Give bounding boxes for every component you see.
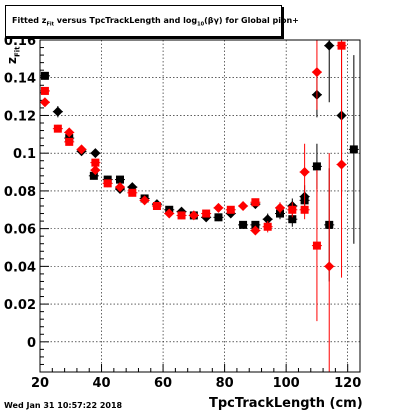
y-tick-label: 0.16	[4, 34, 36, 49]
data-point	[262, 214, 273, 225]
data-point	[52, 106, 63, 117]
data-point	[90, 165, 101, 176]
y-axis-label: zFit	[5, 30, 22, 64]
data-point	[311, 67, 322, 78]
y-tick-label: 0.06	[4, 223, 36, 238]
data-point	[116, 175, 124, 184]
data-point	[299, 167, 310, 178]
data-point	[324, 40, 335, 51]
title-mid: versus TpcTrackLength and log	[53, 16, 198, 25]
plot-frame	[39, 39, 361, 373]
data-point	[177, 211, 186, 220]
y-tick-label: 0.1	[13, 147, 36, 162]
data-point	[213, 202, 224, 213]
y-tick-label: 0.02	[4, 298, 36, 313]
data-point	[337, 41, 346, 50]
data-point	[53, 124, 62, 133]
y-tick-label: 0	[27, 336, 36, 351]
data-point	[250, 225, 261, 236]
data-point	[64, 127, 75, 138]
data-point	[214, 213, 223, 222]
y-tick-label: 0.08	[4, 185, 36, 200]
data-point	[226, 205, 235, 214]
x-axis-label: TpcTrackLength (cm)	[209, 396, 363, 411]
title-box: Fitted zFit versus TpcTrackLength and lo…	[5, 5, 299, 37]
data-point	[128, 188, 137, 197]
x-tick-label: 100	[273, 376, 300, 391]
tick-layer: 20 40 60 80 100 120 0 0.02 0.04 0.06 0.08 0.1 0.12 0.…	[4, 34, 361, 391]
data-point	[263, 222, 272, 231]
data-point	[103, 179, 112, 188]
data-point	[139, 195, 150, 206]
data-point	[238, 201, 249, 211]
data-point	[336, 159, 347, 170]
data-point	[90, 148, 101, 159]
data-point	[300, 205, 309, 214]
data-point	[39, 97, 50, 108]
data-point	[288, 215, 297, 224]
data-point	[152, 202, 161, 210]
data-point	[349, 145, 358, 154]
title-sub-log: 10	[197, 21, 205, 28]
data-point	[288, 205, 297, 214]
data-point	[115, 182, 125, 193]
y-tick-label: 0.14	[4, 72, 36, 87]
y-tick-label: 0.04	[4, 260, 36, 275]
timestamp: Wed Jan 31 10:57:22 2018	[4, 401, 123, 410]
x-tick-label: 40	[92, 376, 110, 391]
data-point	[312, 241, 321, 250]
data-point	[76, 144, 87, 155]
data-layer	[39, 40, 359, 372]
data-point	[91, 158, 100, 167]
data-point	[275, 202, 285, 213]
title-pre: Fitted z	[12, 16, 47, 25]
y-axis-label-sub: Fit	[13, 46, 22, 58]
data-point	[40, 86, 49, 95]
title-sub-fit: Fit	[46, 21, 54, 28]
chart-title: Fitted zFit versus TpcTrackLength and lo…	[12, 16, 299, 28]
y-tick-label: 0.12	[4, 109, 36, 124]
data-point	[40, 71, 49, 80]
data-point	[251, 198, 260, 207]
data-point	[239, 220, 248, 229]
data-point	[251, 220, 260, 229]
data-point	[89, 171, 98, 180]
data-point	[65, 137, 74, 146]
title-post: (βγ) for Global pion+	[204, 16, 299, 25]
frame-background	[40, 40, 360, 372]
data-point	[324, 261, 335, 272]
data-point	[202, 209, 211, 218]
x-tick-label: 80	[216, 376, 234, 391]
data-point	[312, 162, 321, 171]
data-point	[188, 210, 199, 221]
x-tick-label: 60	[154, 376, 172, 391]
data-point	[164, 208, 175, 219]
x-tick-label: 20	[31, 376, 49, 391]
x-tick-label: 120	[334, 376, 361, 391]
y-axis-label-main: z	[5, 57, 19, 64]
